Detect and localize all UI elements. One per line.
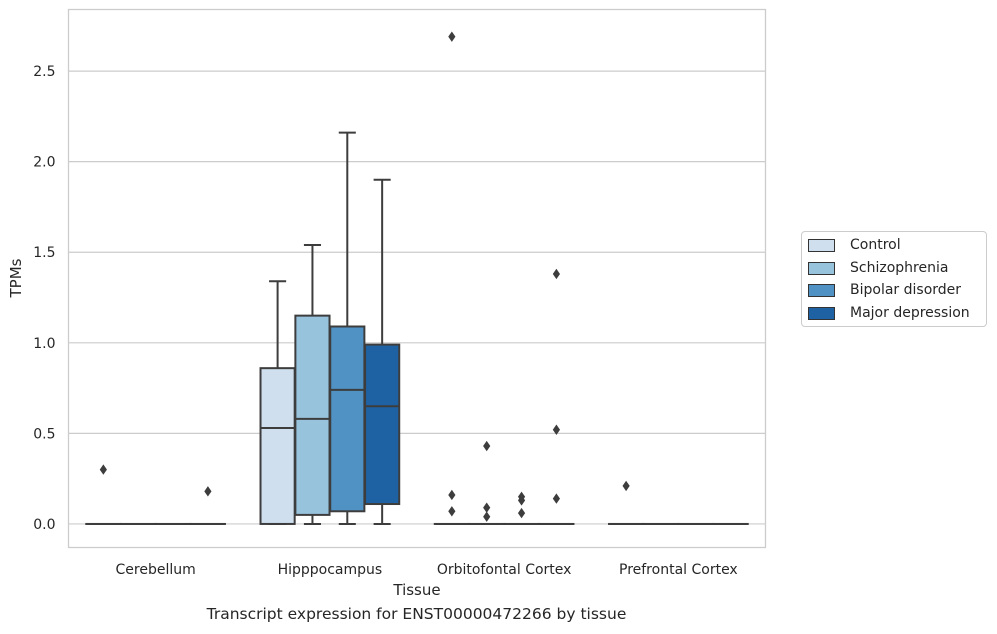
box-prefrontal-cortex-control [608, 480, 645, 525]
legend-label-bipolar-disorder: Bipolar disorder [850, 282, 962, 298]
box-orbitofontal-cortex-schizophrenia [468, 440, 505, 525]
figure-caption: Transcript expression for ENST0000047226… [206, 605, 627, 623]
box-body [259, 367, 296, 525]
box-cerebellum-major-depression [189, 486, 226, 525]
outlier-point [448, 489, 456, 501]
legend-item-major-depression: Major depression [808, 303, 970, 323]
y-tick-label: 2.5 [33, 64, 55, 80]
box-body [329, 325, 366, 513]
legend-label-schizophrenia: Schizophrenia [850, 260, 949, 276]
legend-item-schizophrenia: Schizophrenia [808, 258, 948, 278]
x-tick-label: Prefrontal Cortex [619, 562, 738, 578]
box-orbitofontal-cortex-control [433, 31, 470, 525]
x-axis-ticks: Cerebellum Hipppocampus Orbitofontal Corte… [116, 562, 738, 578]
legend-swatch-control [808, 238, 835, 252]
gridlines [68, 70, 766, 525]
x-tick-label: Orbitofontal Cortex [437, 562, 572, 578]
box-hipppocampus-bipolar-disorder [329, 131, 366, 525]
legend-item-control: Control [808, 235, 901, 255]
legend: Control Schizophrenia Bipolar disorder M… [801, 231, 987, 327]
box-orbitofontal-cortex-major-depression [538, 268, 575, 525]
legend-label-control: Control [850, 237, 901, 253]
outlier-point [622, 480, 630, 492]
box-hipppocampus-schizophrenia [294, 243, 331, 525]
outlier-point [552, 493, 560, 504]
outlier-point [448, 506, 456, 517]
outlier-point [517, 495, 526, 506]
y-tick-label: 1.0 [33, 336, 55, 352]
legend-label-major-depression: Major depression [850, 305, 970, 321]
legend-swatch-major-depression [808, 306, 835, 320]
x-axis-label: Tissue [392, 581, 440, 599]
box-cerebellum-control [85, 464, 122, 525]
y-tick-label: 0.5 [33, 426, 55, 442]
box-body [364, 343, 401, 506]
outlier-point [483, 440, 491, 452]
outlier-point [448, 31, 456, 42]
x-tick-label: Hipppocampus [278, 562, 383, 578]
y-tick-label: 1.5 [33, 245, 55, 261]
y-axis-ticks: 0.0 0.5 1.0 1.5 2.0 2.5 [33, 64, 55, 533]
y-tick-label: 0.0 [33, 517, 55, 533]
outlier-point [99, 464, 107, 475]
outlier-point [552, 268, 560, 280]
legend-item-bipolar-disorder: Bipolar disorder [808, 280, 961, 300]
plot-frame [67, 8, 767, 549]
y-axis-label: TPMs [7, 258, 25, 298]
outlier-point [204, 486, 212, 497]
x-tick-label: Cerebellum [116, 562, 196, 578]
box-body [294, 314, 331, 516]
outlier-point [517, 507, 526, 519]
outlier-point [552, 424, 560, 435]
legend-swatch-schizophrenia [808, 261, 835, 275]
box-orbitofontal-cortex-bipolar-disorder [503, 491, 540, 525]
y-tick-label: 2.0 [33, 155, 55, 171]
box-hipppocampus-major-depression [364, 178, 401, 525]
box-hipppocampus-control [259, 280, 296, 525]
outlier-point [483, 511, 491, 522]
legend-swatch-bipolar-disorder [808, 283, 835, 297]
outlier-point [483, 502, 491, 513]
plot-area [85, 31, 749, 525]
